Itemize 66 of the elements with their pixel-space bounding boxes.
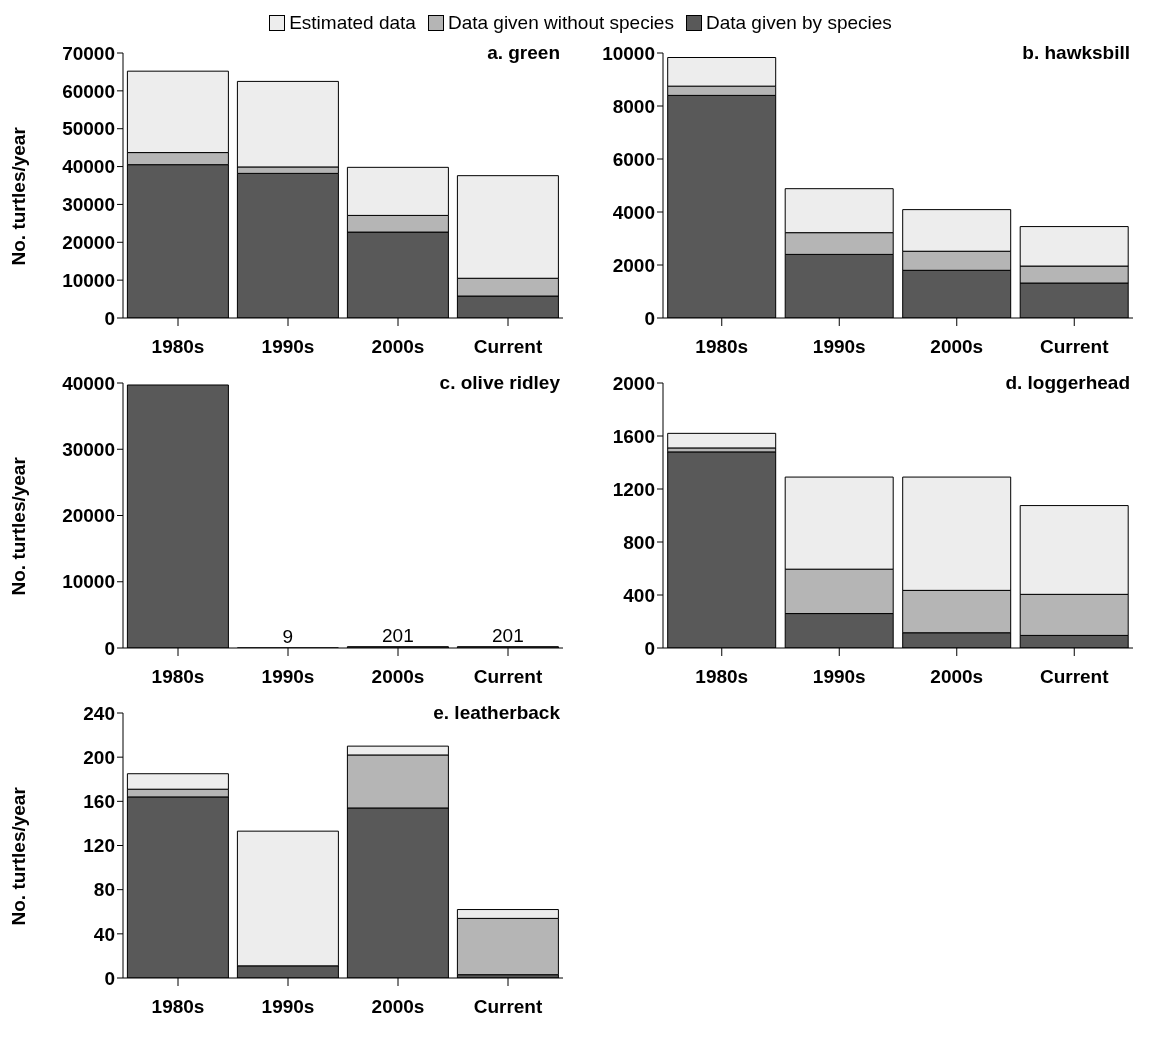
y-axis-title: No. turtles/year <box>7 456 29 596</box>
x-tick-label: 1990s <box>812 336 866 358</box>
x-tick-label: Current <box>473 996 543 1018</box>
legend-label: Data given without species <box>447 12 674 34</box>
y-tick-label: 240 <box>83 702 115 724</box>
y-tick-label: 2000 <box>612 372 655 394</box>
x-tick-label: Current <box>1039 336 1110 358</box>
x-tick-label: 2000s <box>371 666 425 688</box>
y-tick-label: 80 <box>93 879 115 901</box>
data-label: 9 <box>282 625 294 647</box>
x-tick-label: 1980s <box>695 666 749 688</box>
x-tick-label: Current <box>473 336 543 358</box>
x-tick-label: Current <box>473 666 543 688</box>
y-tick-label: 10000 <box>602 42 655 64</box>
x-tick-label: 1980s <box>151 666 205 688</box>
y-tick-label: 200 <box>83 746 115 768</box>
legend-label: Data given by species <box>705 12 892 34</box>
y-tick-label: 10000 <box>62 571 115 593</box>
y-tick-label: 70000 <box>62 42 115 64</box>
y-tick-label: 1600 <box>612 425 655 447</box>
y-tick-label: 0 <box>104 637 115 659</box>
y-tick-label: 160 <box>83 791 115 813</box>
chart-title: b. hawksbill <box>1022 42 1130 64</box>
y-tick-label: 2000 <box>612 254 655 276</box>
y-tick-label: 20000 <box>62 505 115 527</box>
chart-title: e. leatherback <box>433 702 560 724</box>
y-tick-label: 0 <box>104 967 115 989</box>
y-tick-label: 50000 <box>62 118 115 140</box>
chart-title: a. green <box>487 42 560 64</box>
y-tick-label: 0 <box>644 307 655 329</box>
x-tick-label: 2000s <box>930 666 984 688</box>
y-tick-label: 40000 <box>62 156 115 178</box>
x-tick-label: 1990s <box>812 666 866 688</box>
x-tick-label: 1990s <box>261 666 315 688</box>
x-tick-label: 2000s <box>930 336 984 358</box>
x-tick-label: Current <box>1039 666 1110 688</box>
y-tick-label: 400 <box>623 584 655 606</box>
y-tick-label: 0 <box>104 307 115 329</box>
y-tick-label: 40000 <box>62 372 115 394</box>
y-tick-label: 30000 <box>62 194 115 216</box>
x-tick-label: 1990s <box>261 336 315 358</box>
x-tick-label: 1980s <box>695 336 749 358</box>
x-tick-label: 1980s <box>151 336 205 358</box>
data-label: 201 <box>492 624 524 646</box>
y-tick-label: 60000 <box>62 80 115 102</box>
x-tick-label: 1990s <box>261 996 315 1018</box>
y-tick-label: 1200 <box>612 478 655 500</box>
y-tick-label: 800 <box>623 531 655 553</box>
x-tick-label: 2000s <box>371 996 425 1018</box>
chart-title: c. olive ridley <box>439 372 560 394</box>
y-tick-label: 40 <box>93 923 115 945</box>
y-tick-label: 4000 <box>612 201 655 223</box>
y-tick-label: 30000 <box>62 438 115 460</box>
x-tick-label: 2000s <box>371 336 425 358</box>
y-tick-label: 0 <box>644 637 655 659</box>
y-tick-label: 10000 <box>62 269 115 291</box>
chart-title: d. loggerhead <box>1005 372 1130 394</box>
x-tick-label: 1980s <box>151 996 205 1018</box>
y-tick-label: 120 <box>83 835 115 857</box>
y-tick-label: 6000 <box>612 148 655 170</box>
y-axis-title: No. turtles/year <box>7 126 29 266</box>
y-tick-label: 20000 <box>62 232 115 254</box>
data-label: 201 <box>382 624 414 646</box>
legend-label: Estimated data <box>289 12 416 34</box>
y-axis-title: No. turtles/year <box>7 786 29 926</box>
y-tick-label: 8000 <box>612 95 655 117</box>
